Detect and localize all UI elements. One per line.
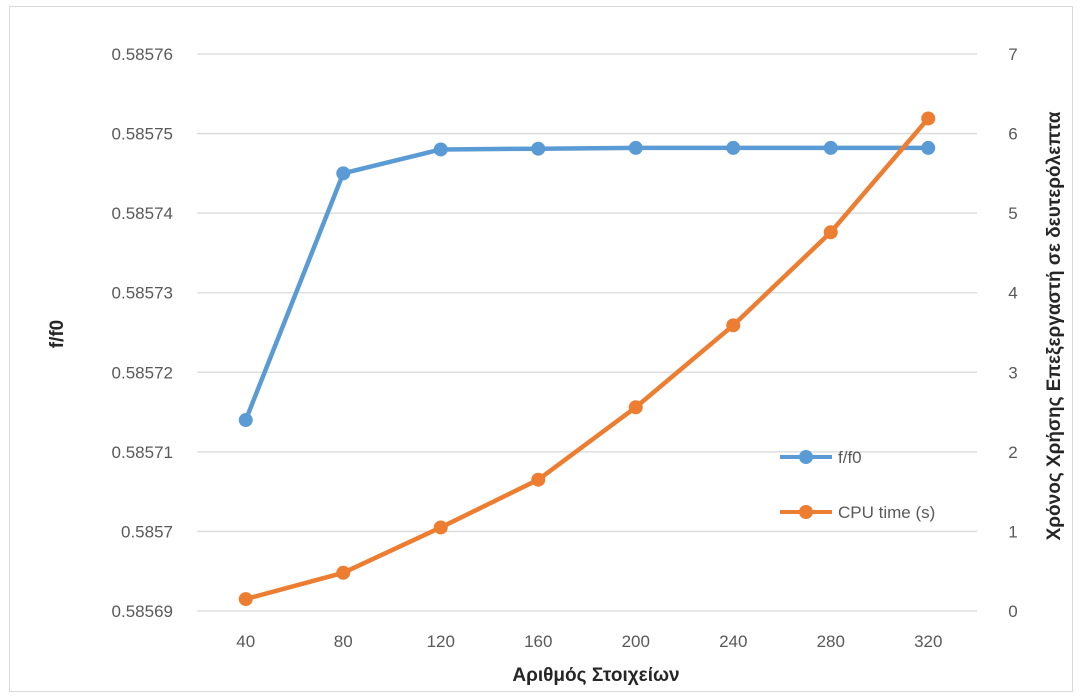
right-axis-ticks: 0 1 2 3 4 5 6 7 <box>1008 45 1017 621</box>
gridlines <box>197 53 977 612</box>
x-axis-title: Αριθμός Στοιχείων <box>512 665 679 686</box>
data-point <box>531 472 546 487</box>
chart-frame <box>9 6 1073 692</box>
y-axis-title: f/f0 <box>47 320 68 349</box>
data-point <box>921 111 936 126</box>
series-line-0 <box>243 145 929 421</box>
x-axis-ticks: 40 80 120 160 200 240 280 320 <box>236 632 942 651</box>
y-tick-label: 0.58574 <box>112 204 173 223</box>
x-tick-label: 160 <box>524 632 552 651</box>
x-tick-label: 200 <box>622 632 650 651</box>
y-right-tick-label: 5 <box>1008 204 1017 223</box>
data-point <box>823 225 838 240</box>
data-point <box>628 400 643 415</box>
y-tick-label: 0.58572 <box>112 363 173 382</box>
data-point <box>238 413 253 428</box>
x-tick-label: 120 <box>427 632 455 651</box>
y-right-tick-label: 7 <box>1008 45 1017 64</box>
y-tick-label: 0.58571 <box>112 443 173 462</box>
y-tick-label: 0.58576 <box>112 45 173 64</box>
left-axis-ticks: 0.58569 0.5857 0.58571 0.58572 0.58573 0.5857… <box>112 45 173 621</box>
data-point <box>726 318 741 333</box>
x-tick-label: 240 <box>719 632 747 651</box>
x-tick-label: 280 <box>817 632 845 651</box>
data-point <box>628 140 643 155</box>
legend: f/f0 CPU time (s) <box>780 448 935 522</box>
y-right-tick-label: 4 <box>1008 284 1017 303</box>
y-right-tick-label: 1 <box>1008 522 1017 541</box>
legend-item-f-f0: f/f0 <box>780 448 862 467</box>
y-tick-label: 0.5857 <box>121 522 173 541</box>
y-tick-label: 0.58573 <box>112 284 173 303</box>
data-point <box>823 140 838 155</box>
data-point <box>921 140 936 155</box>
data-point <box>238 592 253 607</box>
y-right-tick-label: 3 <box>1008 363 1017 382</box>
y-axis-right-title: Χρόνος Χρήσης Επεξεργαστή σε δευτερόλεπτ… <box>1044 111 1065 540</box>
legend-label-f-f0: f/f0 <box>838 448 862 467</box>
y-right-tick-label: 0 <box>1008 602 1017 621</box>
data-point <box>433 520 448 535</box>
x-tick-label: 320 <box>914 632 942 651</box>
data-point <box>726 140 741 155</box>
legend-item-cpu-time: CPU time (s) <box>780 503 935 522</box>
legend-label-cpu-time: CPU time (s) <box>838 503 935 522</box>
data-point <box>531 141 546 156</box>
y-tick-label: 0.58569 <box>112 602 173 621</box>
data-point <box>336 166 351 181</box>
data-point <box>336 565 351 580</box>
series-line-1 <box>245 116 930 602</box>
x-tick-label: 40 <box>236 632 255 651</box>
y-right-tick-label: 2 <box>1008 443 1017 462</box>
y-tick-label: 0.58575 <box>112 125 173 144</box>
x-tick-label: 80 <box>334 632 353 651</box>
y-right-tick-label: 6 <box>1008 125 1017 144</box>
data-point <box>433 142 448 157</box>
series-points <box>238 111 936 607</box>
series-lines <box>243 116 930 602</box>
